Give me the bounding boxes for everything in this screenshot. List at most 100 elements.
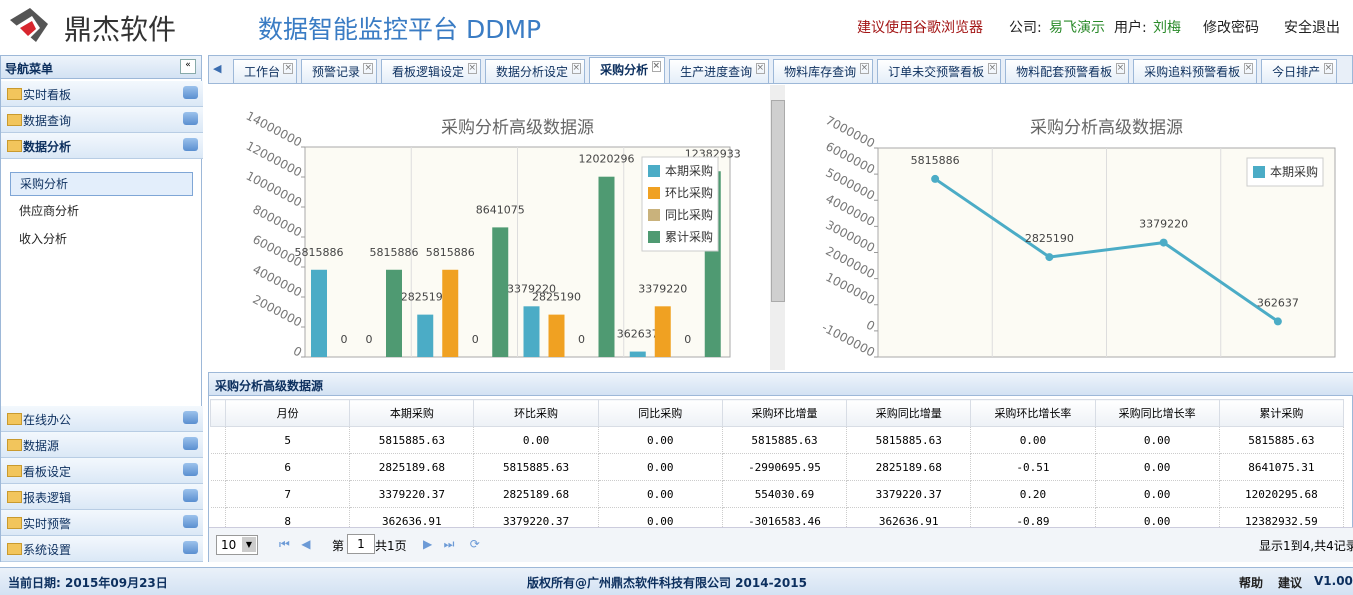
- cell: -0.51: [970, 453, 1096, 481]
- menu-item[interactable]: 实时预警: [1, 510, 203, 536]
- tab-label: 采购分析: [600, 63, 649, 77]
- cell: 0.00: [598, 480, 723, 508]
- tab[interactable]: 看板逻辑设定 ×: [381, 59, 482, 83]
- collapse-button[interactable]: «: [180, 59, 196, 74]
- bar: [417, 314, 434, 357]
- change-password[interactable]: 修改密码: [1203, 20, 1259, 36]
- tab[interactable]: 生产进度查询 ×: [669, 59, 770, 83]
- menu-item[interactable]: 报表逻辑: [1, 484, 203, 510]
- help[interactable]: 帮助: [1239, 576, 1264, 590]
- tab-label: 数据分析设定: [496, 65, 569, 79]
- chart: 采购分析高级数据源0200000040000006000000800000010…: [244, 109, 741, 360]
- pager-summary: 显示1到4,共4记录: [1259, 539, 1353, 553]
- data-label: 0: [472, 333, 479, 346]
- bar: [598, 176, 615, 357]
- data-label: 362637: [1257, 296, 1299, 309]
- folder-icon: [7, 140, 22, 152]
- menu-item[interactable]: 数据源: [1, 432, 203, 458]
- sidebar: 导航菜单 « 实时看板 数据查询 数据分析 采购分析 供应商分析 收入分析 在线办公 数据源看…: [0, 55, 203, 562]
- legend-label: 环比采购: [665, 185, 713, 200]
- suggest[interactable]: 建议: [1278, 576, 1303, 590]
- tab-close: ×: [755, 63, 766, 74]
- point: [931, 174, 940, 183]
- page-input[interactable]: 1: [347, 534, 375, 554]
- table-row: 7 3379220.37 2825189.68 0.00 554030.69 337922…: [210, 480, 1345, 508]
- column-header: 采购同比增长率: [1094, 399, 1220, 427]
- tab-close: ×: [1323, 63, 1334, 74]
- menu-item[interactable]: 在线办公: [1, 406, 203, 432]
- data-label: 8641075: [476, 203, 525, 216]
- tab-close: ×: [571, 63, 582, 74]
- bar: [311, 269, 327, 357]
- tab[interactable]: 订单未交预警看板 ×: [877, 59, 1002, 83]
- current-date: 当前日期: 2015年09月23日: [8, 576, 168, 590]
- menu-label: 实时看板: [23, 88, 72, 102]
- tab[interactable]: 今日排产 ×: [1261, 59, 1338, 83]
- folder-icon: [7, 413, 22, 425]
- tab[interactable]: 物料配套预警看板 ×: [1005, 59, 1130, 83]
- expand-icon: [183, 437, 198, 450]
- tab-label: 工作台: [244, 65, 281, 79]
- submenu-item[interactable]: 收入分析: [19, 232, 68, 246]
- cell: 12020295.68: [1219, 480, 1345, 508]
- data-label: 0: [341, 333, 348, 346]
- bar: [629, 351, 646, 357]
- menu-item[interactable]: 实时看板: [1, 81, 203, 107]
- version: V1.00: [1314, 574, 1353, 588]
- row-number: [210, 453, 227, 481]
- cell: 5: [225, 426, 351, 454]
- cell: 2825189.68: [349, 453, 475, 481]
- pager: 10 ▼ ⏮ ◀ 第 1 共1页 ▶ ⏭ ⟳ 显示1到4,共4记录: [209, 527, 1353, 562]
- tab[interactable]: 数据分析设定 ×: [485, 59, 586, 83]
- data-label: 5815886: [426, 246, 475, 259]
- table-panel: 采购分析高级数据源 月份 本期采购 环比采购 同比采购 采购环比增量 采购同比增量 采购环比…: [208, 372, 1353, 562]
- pager-buttons[interactable]: ⏮ ◀: [279, 537, 311, 551]
- expand-icon: [183, 515, 198, 528]
- cell: 0.00: [473, 426, 599, 454]
- menu-label: 数据源: [23, 439, 60, 453]
- table-title-bar: 采购分析高级数据源: [209, 373, 1353, 396]
- tab-scroll-left[interactable]: ◀: [213, 62, 222, 75]
- tab-bar: ◀ 工作台 × 预警记录 × 看板逻辑设定 × 数据分析设定 × 采购分析 × 生产进度查询 × 物料库…: [208, 55, 1353, 84]
- submenu-item[interactable]: 采购分析: [10, 172, 193, 196]
- pager-buttons[interactable]: ▶ ⏭ ⟳: [423, 537, 480, 551]
- page-size[interactable]: 10: [221, 538, 237, 552]
- menu-item[interactable]: 数据查询: [1, 107, 203, 133]
- menu-item[interactable]: 系统设置: [1, 536, 203, 562]
- bar: [523, 306, 540, 357]
- tab[interactable]: 预警记录 ×: [301, 59, 378, 83]
- legend-swatch: [648, 187, 660, 199]
- bar: [548, 314, 565, 357]
- tab[interactable]: 采购分析 ×: [589, 57, 666, 83]
- page-total: 共1页: [375, 539, 407, 553]
- tab-close: ×: [467, 63, 478, 74]
- scrollbar[interactable]: [770, 85, 785, 370]
- browser-tip: 建议使用谷歌浏览器: [857, 20, 983, 36]
- cell: 3379220.37: [349, 480, 475, 508]
- cell: 5815885.63: [722, 426, 848, 454]
- submenu-item[interactable]: 供应商分析: [19, 204, 80, 218]
- menu-item[interactable]: 看板设定: [1, 458, 203, 484]
- menu-item[interactable]: 数据分析: [1, 133, 203, 159]
- bar: [442, 269, 459, 357]
- expand-icon: [183, 138, 198, 151]
- table-title: 采购分析高级数据源: [215, 379, 324, 393]
- user: 刘梅: [1153, 20, 1181, 36]
- tab[interactable]: 工作台 ×: [233, 59, 298, 83]
- company-label: 公司:: [1009, 20, 1042, 36]
- logout[interactable]: 安全退出: [1284, 20, 1340, 36]
- footer: 当前日期: 2015年09月23日 版权所有@广州鼎杰软件科技有限公司 2014…: [0, 567, 1353, 595]
- expand-icon: [183, 489, 198, 502]
- column-header: 采购同比增量: [846, 399, 972, 427]
- expand-icon: [183, 463, 198, 476]
- menu-label: 数据查询: [23, 114, 72, 128]
- cell: 2825189.68: [846, 453, 972, 481]
- cell: 0.00: [1095, 426, 1220, 454]
- column-header: 月份: [225, 399, 351, 427]
- tab[interactable]: 物料库存查询 ×: [773, 59, 874, 83]
- company: 易飞演示: [1049, 20, 1105, 36]
- chart-title: 采购分析高级数据源: [441, 118, 594, 138]
- data-label: 5815886: [295, 246, 344, 259]
- tab[interactable]: 采购追料预警看板 ×: [1133, 59, 1258, 83]
